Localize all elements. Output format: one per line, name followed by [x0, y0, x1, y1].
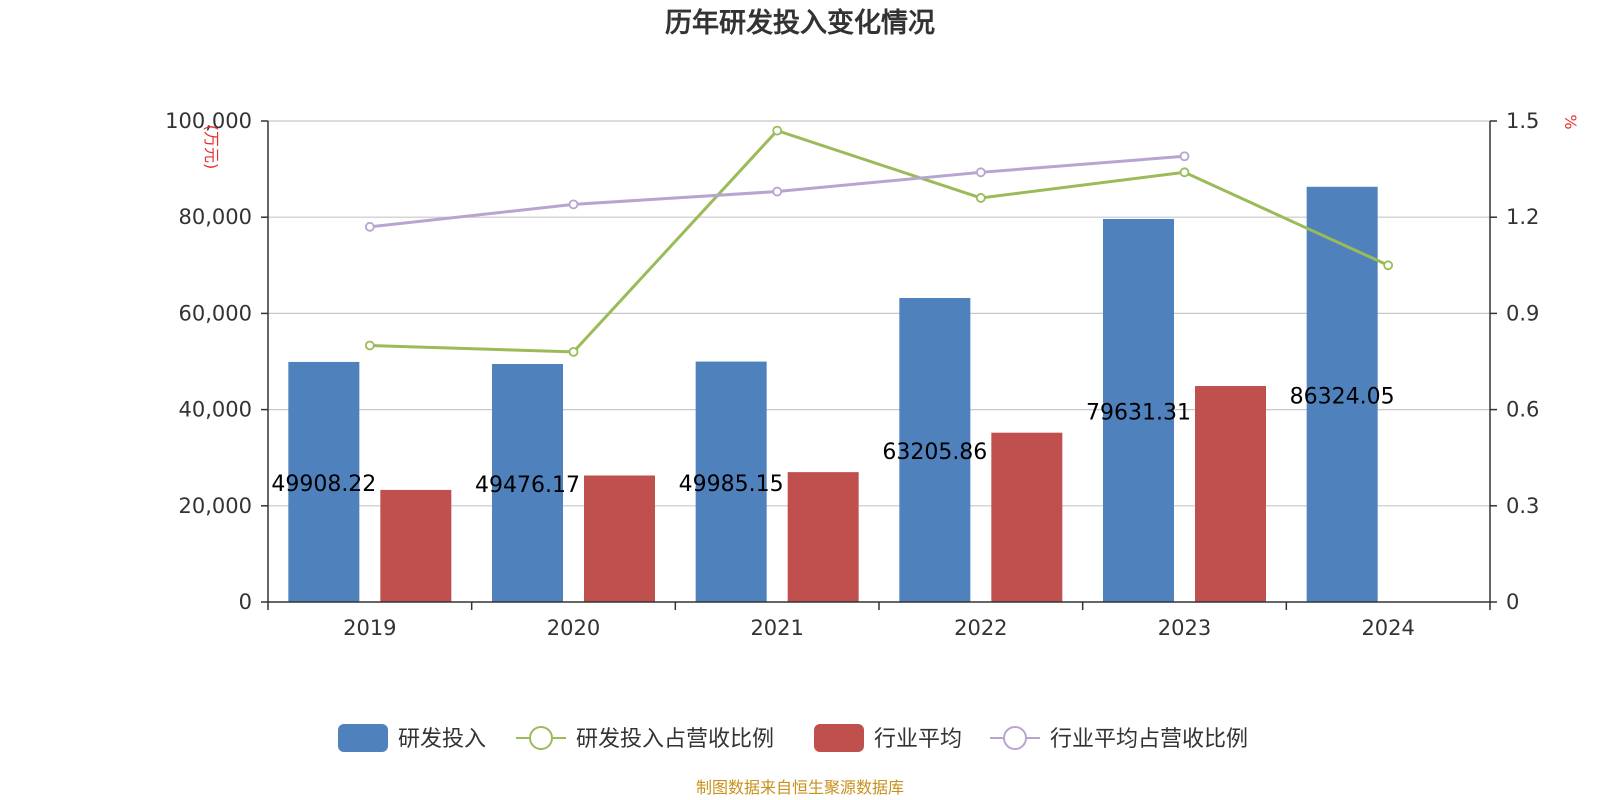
x-tick-label: 2021: [750, 616, 803, 640]
bars: [288, 186, 1378, 603]
bar-value-label: 63205.86: [882, 440, 987, 465]
legend-label-rd-investment: 研发投入: [398, 727, 486, 752]
point-industry-ratio: [364, 221, 375, 232]
lines: [364, 125, 1394, 357]
legend-swatch-rd-investment: [338, 724, 388, 752]
legend-swatch-industry-average: [814, 724, 864, 752]
bar-value-label: 49476.17: [475, 473, 580, 498]
legend-marker-industry-ratio: [1003, 726, 1027, 750]
bar-rd-investment: [899, 297, 971, 602]
legend-marker-rd-ratio: [529, 726, 553, 750]
bar-rd-investment: [1103, 218, 1174, 603]
source-note: 制图数据来自恒生聚源数据库: [696, 778, 904, 797]
bar-industry-average: [1195, 386, 1266, 602]
point-rd-ratio: [975, 193, 986, 203]
bar-industry-average: [584, 475, 655, 602]
bar-industry-average: [380, 489, 452, 602]
x-tick-label: 2024: [1361, 616, 1414, 640]
left-tick-label: 80,000: [179, 205, 252, 229]
x-tick-label: 2023: [1158, 616, 1211, 640]
bar-rd-investment: [695, 361, 767, 602]
right-tick-label: 1.2: [1506, 205, 1539, 229]
legend-label-rd-ratio: 研发投入占营收比例: [576, 727, 774, 752]
data-labels: 49908.22 49476.17 49985.15 63205.86 79631.31…: [271, 384, 1394, 498]
bar-rd-investment: [288, 361, 360, 602]
point-industry-ratio: [568, 199, 579, 210]
left-axis-unit: (万元): [202, 125, 221, 170]
bar-industry-average: [787, 472, 859, 602]
point-rd-ratio: [1179, 167, 1190, 178]
point-industry-ratio: [975, 167, 986, 178]
x-tick-label: 2020: [547, 616, 600, 640]
point-rd-ratio: [568, 346, 579, 357]
left-tick-label: 20,000: [179, 494, 252, 518]
right-axis-unit: %: [1561, 114, 1580, 129]
legend-label-industry-average: 行业平均: [874, 727, 962, 752]
point-rd-ratio: [772, 125, 783, 136]
legend: 研发投入 研发投入占营收比例 行业平均 行业平均占营收比例: [338, 724, 1248, 752]
point-rd-ratio: [364, 340, 375, 351]
point-industry-ratio: [1179, 151, 1190, 162]
axes: 0 20,000 40,000 60,000 80,000 100,000 0 0.3 0.6 0…: [165, 109, 1539, 640]
point-rd-ratio: [1383, 260, 1394, 271]
left-tick-label: 100,000: [165, 109, 252, 133]
line-rd-ratio: [369, 128, 1389, 354]
left-tick-label: 0: [239, 590, 252, 614]
point-industry-ratio: [772, 186, 783, 197]
right-tick-label: 0: [1506, 590, 1519, 614]
bar-value-label: 86324.05: [1290, 384, 1395, 409]
right-tick-label: 0.6: [1506, 398, 1539, 422]
bar-value-label: 49908.22: [271, 472, 376, 497]
right-tick-label: 1.5: [1506, 109, 1539, 133]
right-tick-label: 0.9: [1506, 301, 1539, 325]
bar-value-label: 49985.15: [679, 472, 784, 497]
bar-industry-average: [991, 432, 1063, 602]
right-tick-label: 0.3: [1506, 494, 1539, 518]
legend-label-industry-ratio: 行业平均占营收比例: [1050, 727, 1248, 752]
left-tick-label: 40,000: [179, 398, 252, 422]
bar-rd-investment: [492, 364, 563, 602]
chart-title: 历年研发投入变化情况: [665, 7, 935, 39]
x-tick-label: 2022: [954, 616, 1007, 640]
bar-value-label: 79631.31: [1086, 400, 1191, 425]
left-tick-label: 60,000: [179, 301, 252, 325]
x-tick-label: 2019: [343, 616, 396, 640]
